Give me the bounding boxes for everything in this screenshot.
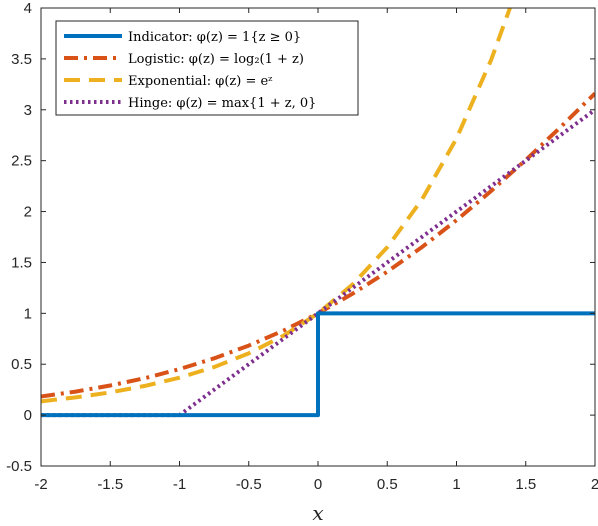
legend: Indicator: φ(z) = 1{z ≥ 0} Logistic: φ(z)… [55,20,359,116]
y-tick-label: 0.5 [11,356,32,373]
y-tick-label: -0.5 [6,458,32,475]
x-tick-label: 2 [591,476,598,493]
legend-label: Exponential: φ(z) = eᶻ [128,74,273,89]
x-axis: -2 -1.5 -1 -0.5 0 0.5 1 1.5 2 [34,8,598,493]
series-layer [41,8,595,418]
x-tick-label: 1.5 [515,476,536,493]
y-tick-label: 0 [24,407,32,424]
x-tick-label: 0.5 [377,476,398,493]
y-axis: -0.5 0 0.5 1 1.5 2 2.5 3 3.5 4 [6,0,595,475]
x-tick-label: -1.5 [97,476,123,493]
x-tick-label: -0.5 [236,476,262,493]
y-tick-label: 4 [24,0,32,17]
x-tick-label: -2 [34,476,47,493]
x-tick-label: 0 [314,476,322,493]
y-tick-label: 1 [24,305,32,322]
y-tick-label: 2 [24,204,32,221]
y-tick-label: 3 [24,102,32,119]
x-axis-label: x [312,501,323,525]
x-tick-label: 1 [452,476,460,493]
legend-label: Logistic: φ(z) = log₂(1 + z) [128,52,304,67]
x-tick-label: -1 [173,476,186,493]
series-line-dashed [41,8,512,404]
legend-label: Indicator: φ(z) = 1{z ≥ 0} [128,30,301,45]
y-tick-label: 3.5 [11,51,32,68]
y-tick-label: 2.5 [11,153,32,170]
y-tick-label: 1.5 [11,254,32,271]
legend-label: Hinge: φ(z) = max{1 + z, 0} [128,96,316,111]
series-line-solid [41,311,595,418]
